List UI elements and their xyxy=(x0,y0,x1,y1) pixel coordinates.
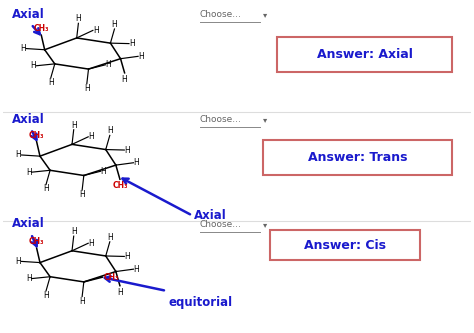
Text: H: H xyxy=(105,60,111,69)
Text: ▾: ▾ xyxy=(263,220,267,229)
Text: H: H xyxy=(124,146,130,155)
Text: CH₃: CH₃ xyxy=(29,237,45,246)
Text: H: H xyxy=(20,44,26,53)
Text: Choose...: Choose... xyxy=(200,10,241,19)
Text: H: H xyxy=(79,190,85,199)
Text: H: H xyxy=(88,132,94,141)
Text: Answer: Cis: Answer: Cis xyxy=(304,238,386,252)
Text: H: H xyxy=(43,291,49,300)
Text: H: H xyxy=(133,265,139,274)
Text: Choose...: Choose... xyxy=(200,115,241,124)
Text: CH₃: CH₃ xyxy=(34,24,49,33)
Text: ▾: ▾ xyxy=(263,10,267,19)
Text: H: H xyxy=(48,78,54,87)
FancyBboxPatch shape xyxy=(277,37,453,72)
Text: Axial: Axial xyxy=(194,209,227,222)
Text: Axial: Axial xyxy=(12,8,45,21)
Text: H: H xyxy=(122,75,128,84)
Text: H: H xyxy=(138,52,144,61)
Text: H: H xyxy=(43,184,49,193)
FancyBboxPatch shape xyxy=(263,140,453,175)
Text: H: H xyxy=(133,158,139,167)
Text: equitorial: equitorial xyxy=(168,296,232,309)
FancyBboxPatch shape xyxy=(270,230,419,260)
Text: H: H xyxy=(107,233,113,242)
Text: Answer: Trans: Answer: Trans xyxy=(308,151,407,164)
Text: H: H xyxy=(93,26,99,35)
Text: H: H xyxy=(26,168,32,177)
Text: CH₃: CH₃ xyxy=(29,131,45,140)
Text: H: H xyxy=(117,288,123,297)
Text: H: H xyxy=(88,239,94,248)
Text: H: H xyxy=(79,296,85,305)
Text: Axial: Axial xyxy=(12,217,45,230)
Text: CH₃: CH₃ xyxy=(112,181,128,190)
Text: CH₃: CH₃ xyxy=(104,273,119,282)
Text: H: H xyxy=(26,274,32,283)
Text: ▾: ▾ xyxy=(263,115,267,124)
Text: H: H xyxy=(30,61,36,70)
Text: Axial: Axial xyxy=(12,113,45,126)
Text: Choose...: Choose... xyxy=(200,220,241,229)
Text: H: H xyxy=(71,121,77,130)
Text: H: H xyxy=(16,151,21,160)
Text: H: H xyxy=(129,39,135,48)
Text: H: H xyxy=(75,14,81,23)
Text: H: H xyxy=(124,252,130,261)
Text: H: H xyxy=(71,227,77,236)
Text: H: H xyxy=(111,20,118,29)
Text: H: H xyxy=(100,167,107,176)
Text: H: H xyxy=(107,127,113,136)
Text: Answer: Axial: Answer: Axial xyxy=(317,48,412,61)
Text: H: H xyxy=(16,257,21,266)
Text: H: H xyxy=(84,84,90,93)
